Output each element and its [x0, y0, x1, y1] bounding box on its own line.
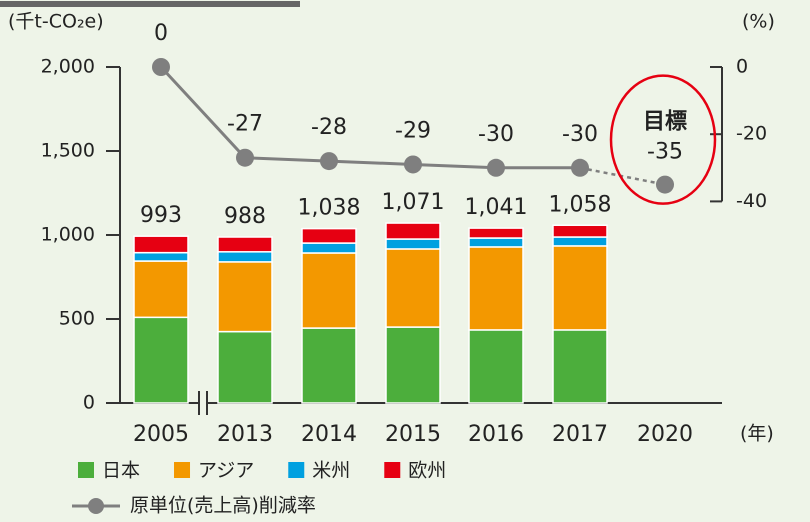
bar-segment: [385, 238, 441, 250]
annotation: 目標: [643, 110, 687, 135]
legend-swatch: [288, 462, 305, 478]
bar-segment: [217, 236, 273, 253]
total-label: 993: [140, 203, 182, 228]
bar-segment: [217, 330, 273, 404]
bar-segment: [552, 245, 608, 331]
total-label: 1,038: [298, 196, 361, 221]
bar-segment: [385, 222, 441, 240]
bar-segment: [385, 248, 441, 328]
line-value-label: -35: [647, 140, 683, 165]
bar-segment: [301, 242, 357, 254]
y-tick-label: 0: [83, 392, 95, 414]
bar-segment: [552, 329, 608, 404]
target-highlight: [609, 74, 717, 205]
bar-segment: [133, 251, 189, 262]
x-tick-label: 2015: [385, 422, 441, 447]
line-value-label: 0: [154, 21, 168, 46]
y-tick-label: 1,500: [41, 140, 95, 162]
legend-swatch: [78, 462, 94, 478]
line-marker: [152, 58, 170, 76]
y-tick-label: 1,000: [41, 224, 95, 246]
y-axis-label: (千t-CO₂e): [8, 11, 104, 33]
legend-swatch: [384, 462, 401, 478]
x-axis-label: (年): [740, 423, 774, 445]
bar-segment: [217, 251, 273, 263]
total-label: 1,071: [382, 190, 445, 215]
bar-segment: [385, 326, 441, 404]
bar-segment: [217, 261, 273, 333]
x-tick-label: 2016: [468, 422, 524, 447]
legend-swatch: [174, 462, 191, 478]
axis-break: [199, 391, 207, 415]
line-marker: [571, 158, 589, 177]
bar-segment: [301, 327, 357, 404]
bar-segment: [301, 252, 357, 329]
bar-segment: [301, 227, 357, 244]
line-marker: [487, 158, 505, 177]
bar-segment: [133, 260, 189, 319]
bar-segment: [133, 316, 189, 404]
bar-segment: [468, 246, 524, 331]
line-marker: [236, 148, 254, 167]
total-label: 1,041: [465, 195, 528, 220]
bar-segment: [468, 329, 524, 404]
legend-marker: [88, 498, 104, 514]
line-marker: [404, 155, 422, 174]
line-target-segment: [579, 166, 666, 186]
bar-segment: [468, 227, 524, 239]
bar-segment: [552, 236, 608, 247]
y2-axis-label: (%): [742, 11, 775, 33]
bar-segment: [552, 224, 608, 238]
legend-label: アジア: [198, 460, 254, 482]
line-value-label: -30: [562, 122, 598, 147]
x-tick-label: 2020: [637, 422, 693, 447]
line-marker: [320, 152, 338, 171]
legend-label: 米州: [312, 460, 350, 482]
line-value-label: -27: [227, 112, 263, 137]
bar-segment: [468, 237, 524, 248]
legend-label: 日本: [102, 460, 140, 482]
legend-label: 原単位(売上高)削減率: [130, 495, 316, 517]
x-tick-label: 2017: [552, 422, 608, 447]
total-label: 1,058: [549, 192, 612, 217]
x-tick-label: 2014: [301, 422, 357, 447]
y2-tick-label: 0: [736, 56, 748, 78]
y2-tick-label: -20: [736, 123, 767, 145]
line-value-label: -28: [311, 115, 347, 140]
total-label: 988: [224, 204, 266, 229]
line-series: [159, 65, 580, 170]
line-value-label: -30: [478, 122, 514, 147]
x-tick-label: 2013: [217, 422, 273, 447]
bar-segment: [133, 235, 189, 254]
y-tick-label: 2,000: [41, 56, 95, 78]
x-tick-label: 2005: [133, 422, 189, 447]
y2-tick-label: -40: [736, 190, 767, 212]
y-tick-label: 500: [59, 308, 95, 330]
line-value-label: -29: [395, 118, 431, 143]
legend-label: 欧州: [408, 460, 446, 482]
line-marker: [656, 175, 674, 194]
